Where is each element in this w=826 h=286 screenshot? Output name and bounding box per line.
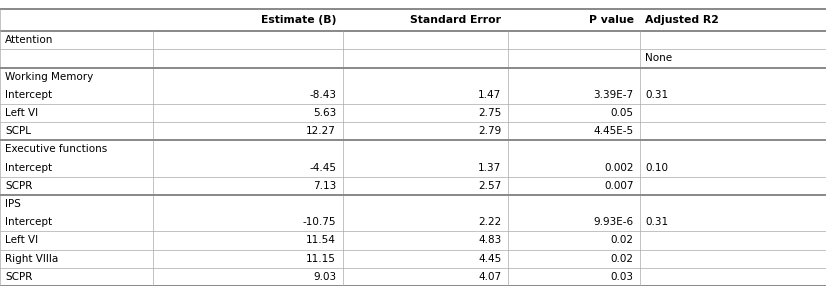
Text: 2.57: 2.57	[478, 181, 501, 191]
Text: 2.79: 2.79	[478, 126, 501, 136]
Text: 11.54: 11.54	[306, 235, 336, 245]
Text: Estimate (B): Estimate (B)	[261, 15, 336, 25]
Text: 1.47: 1.47	[478, 90, 501, 100]
Text: 0.31: 0.31	[645, 90, 668, 100]
Text: 0.02: 0.02	[610, 235, 634, 245]
Text: 0.007: 0.007	[604, 181, 634, 191]
Text: 12.27: 12.27	[306, 126, 336, 136]
Text: Adjusted R2: Adjusted R2	[645, 15, 719, 25]
Text: None: None	[645, 53, 672, 63]
Text: -8.43: -8.43	[309, 90, 336, 100]
Text: 2.22: 2.22	[478, 217, 501, 227]
Text: 5.63: 5.63	[313, 108, 336, 118]
Text: 7.13: 7.13	[313, 181, 336, 191]
Text: 2.75: 2.75	[478, 108, 501, 118]
Text: 0.002: 0.002	[604, 163, 634, 173]
Text: 0.02: 0.02	[610, 254, 634, 264]
Text: 4.45: 4.45	[478, 254, 501, 264]
Text: SCPR: SCPR	[5, 272, 32, 282]
Text: -4.45: -4.45	[309, 163, 336, 173]
Text: Intercept: Intercept	[5, 90, 52, 100]
Text: -10.75: -10.75	[302, 217, 336, 227]
Text: 9.93E-6: 9.93E-6	[593, 217, 634, 227]
Text: 4.45E-5: 4.45E-5	[593, 126, 634, 136]
Text: 3.39E-7: 3.39E-7	[593, 90, 634, 100]
Text: Attention: Attention	[5, 35, 54, 45]
Text: Left VI: Left VI	[5, 235, 38, 245]
Text: 0.03: 0.03	[610, 272, 634, 282]
Text: 9.03: 9.03	[313, 272, 336, 282]
Text: 0.31: 0.31	[645, 217, 668, 227]
Text: Intercept: Intercept	[5, 163, 52, 173]
Text: Executive functions: Executive functions	[5, 144, 107, 154]
Text: Left VI: Left VI	[5, 108, 38, 118]
Text: IPS: IPS	[5, 199, 21, 209]
Text: 1.37: 1.37	[478, 163, 501, 173]
Text: SCPR: SCPR	[5, 181, 32, 191]
Text: 11.15: 11.15	[306, 254, 336, 264]
Text: Right VIIIa: Right VIIIa	[5, 254, 58, 264]
Text: Standard Error: Standard Error	[411, 15, 501, 25]
Text: SCPL: SCPL	[5, 126, 31, 136]
Text: 0.10: 0.10	[645, 163, 668, 173]
Text: P value: P value	[589, 15, 634, 25]
Text: 0.05: 0.05	[610, 108, 634, 118]
Text: 4.83: 4.83	[478, 235, 501, 245]
Text: Working Memory: Working Memory	[5, 72, 93, 82]
Text: 4.07: 4.07	[478, 272, 501, 282]
Text: Intercept: Intercept	[5, 217, 52, 227]
